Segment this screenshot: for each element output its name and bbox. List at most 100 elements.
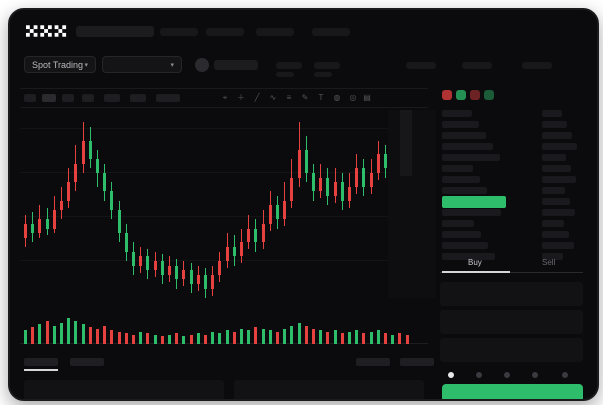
timeframe-3[interactable] (62, 94, 74, 102)
order-book-row[interactable] (442, 176, 480, 183)
volume-bar (139, 331, 143, 344)
crosshair-icon[interactable]: ＋ (237, 93, 245, 102)
pagination-dot-1[interactable] (448, 372, 454, 378)
pagination-dot-2[interactable] (476, 372, 482, 378)
candle-body (261, 223, 265, 243)
volume-bar (319, 330, 323, 344)
pagination-dot-4[interactable] (532, 372, 538, 378)
wave-icon[interactable]: ∿ (269, 93, 277, 102)
nav-item-4[interactable] (312, 28, 350, 36)
order-book-size (542, 253, 563, 260)
candle-body (369, 172, 373, 187)
candle-body (276, 205, 279, 220)
text-icon[interactable]: T (318, 93, 324, 102)
indicator-button[interactable] (130, 94, 146, 102)
volume-bar (103, 325, 107, 344)
order-book-row[interactable] (442, 220, 474, 227)
volume-bar (225, 330, 229, 344)
market-type-label: Spot Trading (32, 59, 84, 70)
candle-body (326, 177, 330, 197)
order-total-input[interactable] (440, 338, 583, 362)
tab-buy[interactable]: Buy (468, 258, 482, 267)
order-book-size (542, 209, 575, 216)
candle-body (96, 159, 99, 173)
submit-order-button[interactable] (442, 384, 583, 399)
chart-type-button[interactable] (156, 94, 180, 102)
nav-item-2[interactable] (206, 28, 244, 36)
order-book-row[interactable] (442, 209, 501, 216)
order-book-highlight-row[interactable] (442, 196, 506, 208)
order-book-row[interactable] (442, 242, 488, 249)
volume-bar (132, 334, 135, 344)
volume-bar (52, 325, 56, 344)
cursor-icon[interactable]: ⌖ (222, 93, 228, 102)
order-book-row[interactable] (442, 143, 493, 150)
order-book-row[interactable] (442, 231, 481, 238)
pencil-icon[interactable]: ✎ (301, 93, 309, 102)
stat-1-sub (276, 72, 294, 77)
candle-body (74, 163, 78, 183)
order-book-row[interactable] (442, 110, 472, 117)
volume-bar (124, 333, 128, 344)
timeframe-4[interactable] (82, 94, 94, 102)
candle-body (110, 191, 114, 210)
candle-body (254, 228, 258, 243)
candle-body (132, 251, 135, 266)
eye-icon[interactable]: ◎ (349, 93, 357, 102)
timeframe-1[interactable] (24, 94, 36, 102)
depth-view-mixed-icon[interactable] (470, 90, 480, 100)
depth-view-green-icon[interactable] (456, 90, 466, 100)
order-book-row[interactable] (442, 187, 487, 194)
open-orders-panel (24, 380, 224, 399)
search-input[interactable] (76, 26, 154, 37)
nav-item-1[interactable] (160, 28, 198, 36)
market-type-select[interactable]: Spot Trading ▾ (24, 56, 96, 73)
pair-select[interactable]: ▾ (102, 56, 182, 73)
depth-view-all-icon[interactable] (484, 90, 494, 100)
candle-body (376, 154, 380, 173)
buy-tab-underline (442, 271, 510, 273)
order-book-row[interactable] (442, 121, 479, 128)
order-book-row[interactable] (442, 154, 500, 161)
pagination-dot-5[interactable] (562, 372, 568, 378)
tab-sell[interactable]: Sell (542, 258, 556, 267)
bottom-action-1[interactable] (356, 358, 390, 366)
okx-logo-icon[interactable] (26, 24, 68, 38)
stat-5 (522, 62, 552, 69)
depth-view-red-icon[interactable] (442, 90, 452, 100)
order-book-size (542, 176, 576, 183)
candle-body (384, 154, 387, 169)
candle-body (319, 177, 323, 192)
volume-bar (110, 330, 114, 344)
candle-body (153, 260, 157, 271)
stat-2 (314, 62, 340, 69)
order-book-row[interactable] (442, 165, 473, 172)
volume-bar (160, 336, 164, 344)
timeframe-2[interactable] (42, 94, 56, 102)
nav-item-3[interactable] (256, 28, 294, 36)
volume-bar (96, 328, 99, 344)
candle-body (45, 219, 49, 229)
bottom-tab-1[interactable] (24, 358, 58, 366)
coin-icon (195, 58, 209, 72)
bottom-tab-1-underline (24, 369, 58, 371)
stat-3 (406, 62, 436, 69)
trendline-icon[interactable]: ╱ (254, 93, 260, 102)
top-navigation-bar (10, 10, 597, 48)
app-screen: Spot Trading ▾ ▾ ⌖ ＋ ╱ ∿ ≡ (10, 10, 597, 399)
candle-body (268, 205, 272, 224)
fib-icon[interactable]: ≡ (286, 93, 292, 102)
pagination-dot-3[interactable] (504, 372, 510, 378)
candle-body (283, 200, 287, 220)
volume-bar (117, 331, 121, 344)
order-amount-input[interactable] (440, 310, 583, 334)
order-price-input[interactable] (440, 282, 583, 306)
bottom-action-2[interactable] (400, 358, 434, 366)
order-book-row[interactable] (442, 253, 495, 260)
timeframe-5[interactable] (104, 94, 120, 102)
magnet-icon[interactable]: ◍ (333, 93, 341, 102)
order-book-row[interactable] (442, 132, 486, 139)
price-chart[interactable] (20, 110, 428, 310)
bottom-tab-2[interactable] (70, 358, 104, 366)
trash-icon[interactable]: ▤ (363, 93, 371, 102)
